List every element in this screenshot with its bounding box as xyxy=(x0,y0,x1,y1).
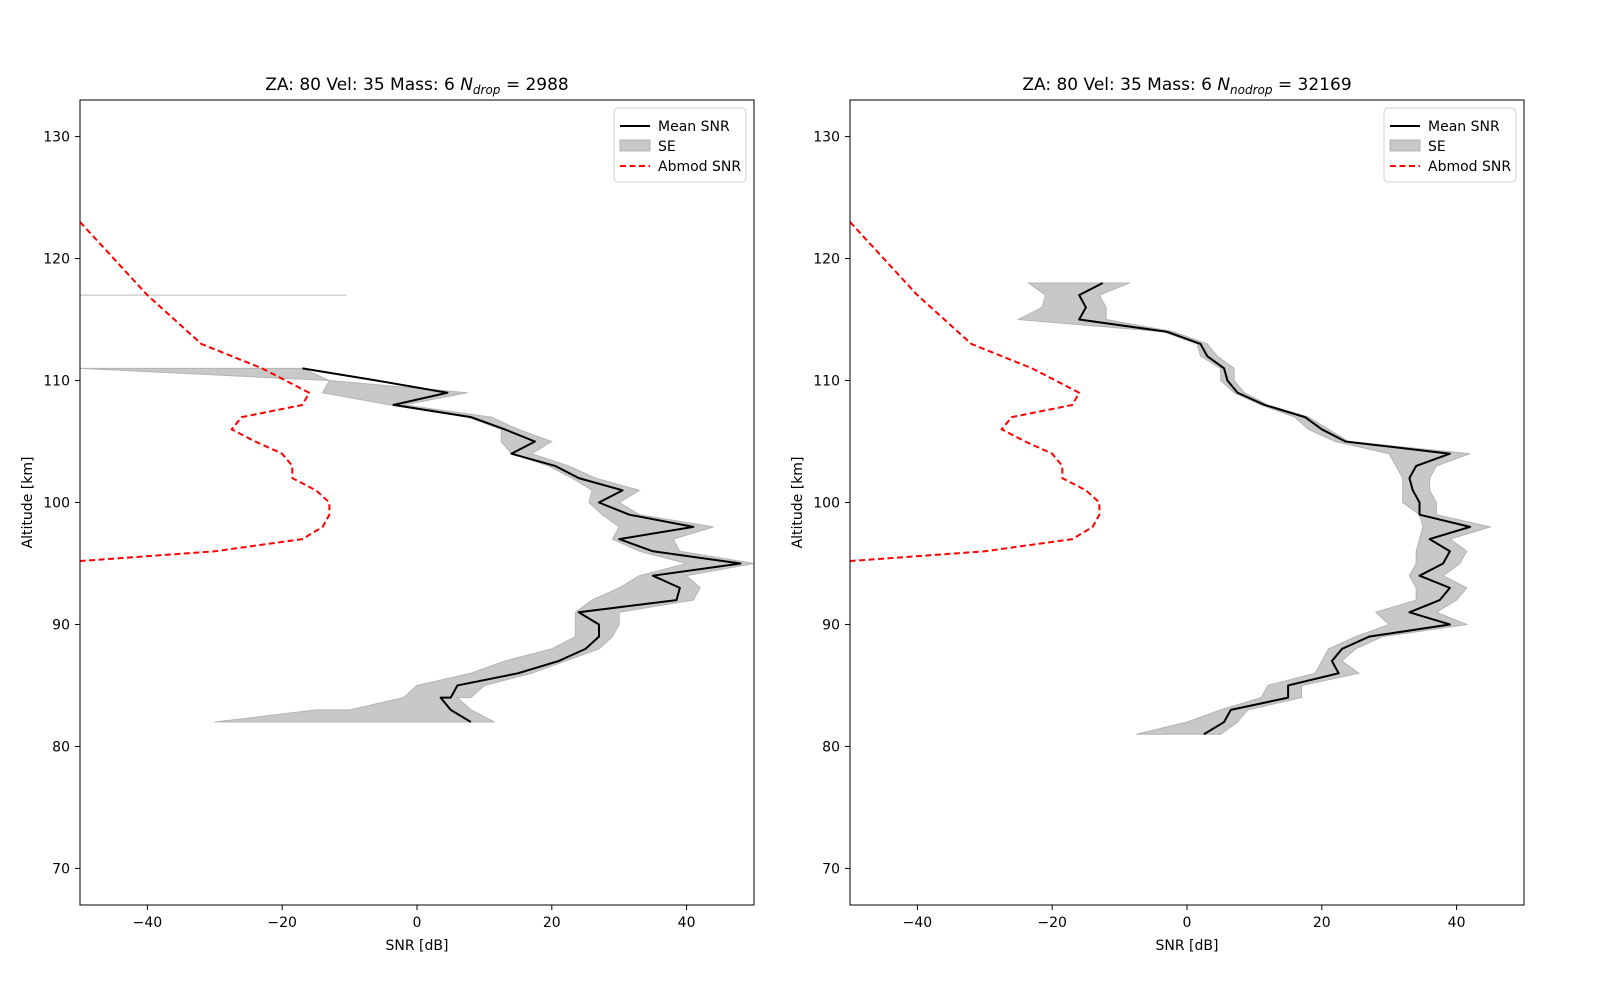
chart-1-y-tick-label: 130 xyxy=(43,130,70,146)
chart-1-y-tick-label: 120 xyxy=(43,252,70,268)
chart-1-y-axis-label: Altitude [km] xyxy=(20,457,36,549)
chart-2-x-tick-label: −40 xyxy=(903,915,933,931)
chart-2-plot-area xyxy=(850,221,1493,736)
chart-1-mean-snr-line xyxy=(302,367,742,723)
chart-2-legend-label: Abmod SNR xyxy=(1428,159,1511,175)
chart-1-title-symbol: N xyxy=(460,75,473,95)
chart-2-title-prefix: ZA: 80 Vel: 35 Mass: 6 xyxy=(1022,75,1217,95)
chart-2-x-tick-label: 0 xyxy=(1183,915,1192,931)
chart-1-legend-label: Mean SNR xyxy=(658,119,730,135)
chart-1-title-subscript: drop xyxy=(473,83,501,97)
chart-2-legend-label: SE xyxy=(1428,139,1446,155)
chart-1-y-tick-label: 90 xyxy=(52,617,70,633)
chart-1-y-tick-label: 80 xyxy=(52,739,70,755)
chart-2-legend: Mean SNR SE Abmod SNR xyxy=(1383,107,1517,183)
chart-1-abmod-snr-line xyxy=(80,221,331,563)
chart-1-legend-se-swatch xyxy=(619,139,651,152)
chart-2-mean-snr-line xyxy=(1078,282,1472,736)
chart-1-axes-frame xyxy=(79,99,755,906)
chart-2-y-axis-label: Altitude [km] xyxy=(790,457,806,549)
chart-1: −40 −20 0 20 40 70 80 90 100 110 120 130 SNR [dB] Alt… xyxy=(20,75,755,954)
chart-1-x-tick-label: −40 xyxy=(133,915,163,931)
chart-2-title-subscript: nodrop xyxy=(1230,83,1273,97)
chart-1-plot-area xyxy=(80,221,754,723)
chart-2-title-suffix: = 32169 xyxy=(1273,75,1352,95)
chart-1-title: ZA: 80 Vel: 35 Mass: 6 Ndrop = 2988 xyxy=(265,75,569,97)
chart-2-y-tick-label: 70 xyxy=(822,861,840,877)
chart-1-x-tick-label: −20 xyxy=(267,915,297,931)
chart-2-y-tick-label: 130 xyxy=(813,130,840,146)
chart-2-y-tick-label: 80 xyxy=(822,739,840,755)
chart-1-legend-label: SE xyxy=(658,139,676,155)
chart-2-se-band xyxy=(1016,282,1493,735)
chart-2: −40 −20 0 20 40 70 80 90 100 110 120 130 SNR [dB] Alt… xyxy=(790,75,1525,954)
chart-1-x-tick-label: 40 xyxy=(678,915,696,931)
chart-1-x-tick-label: 0 xyxy=(413,915,422,931)
chart-2-x-axis-label: SNR [dB] xyxy=(1156,938,1219,954)
chart-1-y-tick-label: 110 xyxy=(43,374,70,390)
chart-1-y-tick-label: 70 xyxy=(52,861,70,877)
chart-1-se-band xyxy=(80,367,754,723)
chart-2-legend-se-swatch xyxy=(1389,139,1421,152)
chart-1-legend-label: Abmod SNR xyxy=(658,159,741,175)
chart-2-y-tick-label: 90 xyxy=(822,617,840,633)
chart-2-y-tick-label: 110 xyxy=(813,374,840,390)
chart-2-title: ZA: 80 Vel: 35 Mass: 6 Nnodrop = 32169 xyxy=(1022,75,1351,97)
chart-2-y-tick-label: 120 xyxy=(813,252,840,268)
chart-1-legend: Mean SNR SE Abmod SNR xyxy=(613,107,747,183)
chart-2-y-tick-label: 100 xyxy=(813,496,840,512)
chart-2-abmod-snr-line xyxy=(850,221,1101,563)
chart-2-title-symbol: N xyxy=(1217,75,1230,95)
chart-2-x-tick-label: −20 xyxy=(1037,915,1067,931)
chart-1-title-suffix: = 2988 xyxy=(500,75,568,95)
chart-1-x-axis-label: SNR [dB] xyxy=(386,938,449,954)
chart-2-legend-label: Mean SNR xyxy=(1428,119,1500,135)
chart-2-x-tick-label: 40 xyxy=(1448,915,1466,931)
chart-1-x-tick-label: 20 xyxy=(543,915,561,931)
chart-1-title-prefix: ZA: 80 Vel: 35 Mass: 6 xyxy=(265,75,460,95)
chart-1-y-tick-label: 100 xyxy=(43,496,70,512)
chart-2-x-tick-label: 20 xyxy=(1313,915,1331,931)
